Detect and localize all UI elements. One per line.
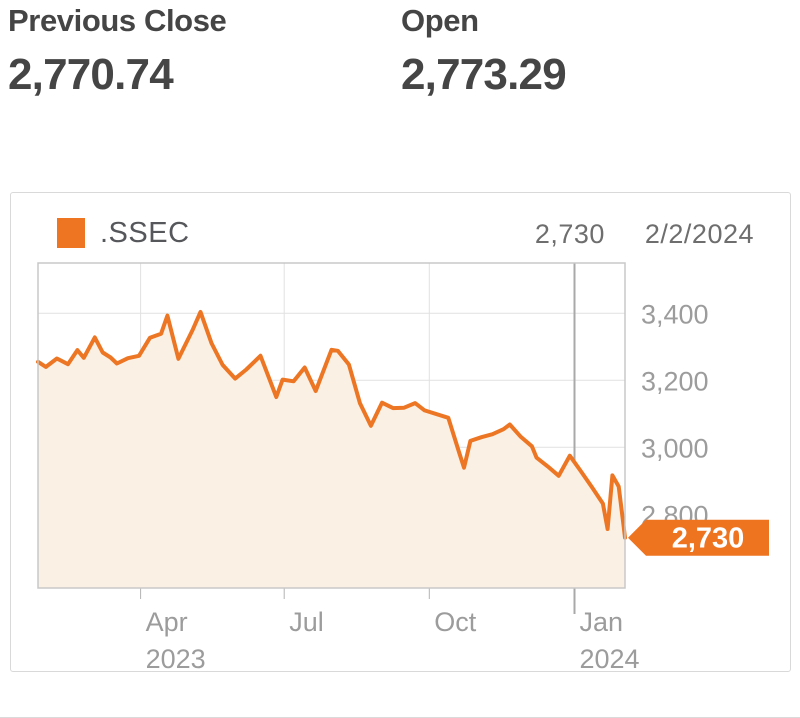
last-price-tag: 2,730 (628, 519, 769, 556)
previous-close-label: Previous Close (8, 3, 227, 38)
previous-close-stat: Previous Close 2,770.74 (8, 3, 227, 99)
price-line (36, 309, 627, 540)
x-axis-label: Jul (289, 607, 324, 637)
legend-symbol: .SSEC (100, 216, 190, 249)
open-value: 2,773.29 (401, 50, 567, 99)
x-axis-label: 2023 (146, 644, 206, 671)
price-readout: 2,730 2/2/2024 (535, 219, 754, 249)
last-price-tag-value: 2,730 (672, 523, 745, 555)
readout-price: 2,730 (534, 218, 605, 249)
plot-border (37, 262, 626, 589)
last-price-tag-flag (628, 519, 769, 556)
x-axis-label: Oct (434, 607, 477, 637)
x-axis-label: Apr (146, 607, 188, 637)
price-area (38, 311, 625, 588)
open-stat: Open 2,773.29 (401, 3, 567, 99)
previous-close-value: 2,770.74 (8, 50, 174, 99)
y-axis-label: 3,200 (641, 366, 709, 396)
y-axis-label: 3,000 (641, 433, 709, 463)
legend-swatch (57, 218, 85, 248)
y-axis-label: 3,400 (641, 299, 709, 329)
x-axis-label: Jan (580, 607, 624, 637)
open-label: Open (401, 3, 479, 38)
readout-date: 2/2/2024 (644, 218, 754, 249)
price-chart-card: 3,400 3,200 3,000 2,800 Apr 2023 Jul Oct Jan 2024… (10, 192, 791, 672)
x-axis-label: 2024 (580, 644, 640, 671)
chart-legend: .SSEC (57, 217, 190, 249)
